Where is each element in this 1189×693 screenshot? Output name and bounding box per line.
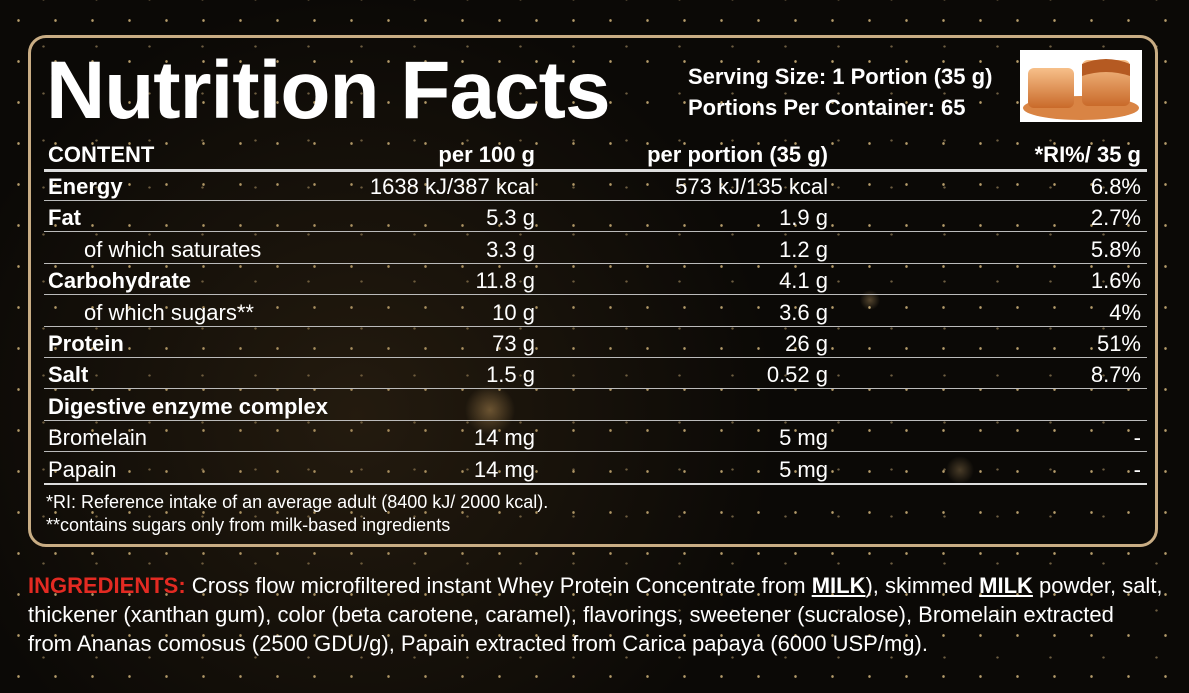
row-label: Energy [48,174,123,199]
row-rule [44,357,1147,358]
row-rule [44,262,1147,264]
cell-value: 5 mg [779,425,828,451]
column-header: per portion (35 g) [647,142,828,167]
row-rule [44,482,1147,485]
cell-value: 10 g [492,299,535,325]
cell-value: 11.8 g [475,268,535,294]
row-label: Fat [48,205,81,231]
ingredients-text: Cross flow microfiltered instant Whey Pr… [185,573,812,598]
ingredients: INGREDIENTS: Cross flow microfiltered in… [28,571,1163,658]
cell-value: 1.5 g [486,362,535,388]
cell-value: 3.6 g [779,299,828,325]
row-label: of which sugars** [84,299,254,325]
cell-value: 4.1 g [779,268,828,294]
cell-value: 1638 kJ/387 kcal [369,174,535,199]
cell-value: 5.3 g [486,205,535,231]
allergen: MILK [811,573,866,598]
row-rule [44,231,1147,233]
column-header: CONTENT [48,142,155,167]
ingredients-label: INGREDIENTS: [28,573,186,598]
footnote: **contains sugars only from milk-based i… [46,515,451,535]
cell-value: 3.3 g [486,236,535,262]
column-header: per 100 g [438,142,535,167]
cell-value: 6.8% [1090,174,1141,199]
row-rule [44,200,1147,201]
cell-value: 5 mg [779,456,828,482]
row-label: of which saturates [84,236,262,262]
header-rule [44,169,1147,172]
row-label: Papain [48,456,117,482]
row-rule [44,388,1147,390]
footnotes: *RI: Reference intake of an average adul… [46,491,548,537]
cell-value: 14 mg [473,456,535,482]
cell-value: 1.2 g [779,236,828,262]
cell-value: 2.7% [1090,205,1141,231]
row-label: Protein [48,331,124,356]
row-rule [44,294,1147,296]
row-label: Digestive enzyme complex [48,393,329,419]
facts-border [28,35,1158,547]
row-label: Carbohydrate [48,268,192,294]
column-header: *RI%/ 35 g [1034,142,1141,167]
cell-value: 26 g [785,331,828,356]
cell-value: - [1133,456,1141,482]
cell-value: 14 mg [473,425,535,451]
cell-value: 51% [1096,331,1141,356]
ingredients-text: ), skimmed [865,573,980,598]
cell-value: 1.9 g [779,205,828,231]
cell-value: 5.8% [1090,236,1141,262]
caramel-image [1020,50,1142,122]
allergen: MILK [979,573,1033,598]
row-rule [44,419,1147,421]
title: Nutrition Facts [46,45,611,136]
portions: Portions Per Container: 65 [688,95,966,120]
cell-value: 1.6% [1090,268,1141,294]
row-rule [44,325,1147,327]
footnote: *RI: Reference intake of an average adul… [46,492,549,512]
row-label: Salt [48,362,89,388]
serving-size: Serving Size: 1 Portion (35 g) [688,64,993,89]
ingredients-text: powder, salt, thickener (xanthan gum), c… [28,573,1163,656]
cell-value: 4% [1109,299,1141,325]
cell-value: 73 g [492,331,535,356]
row-rule [44,451,1147,453]
cell-value: 573 kJ/135 kcal [675,174,828,199]
cell-value: - [1133,425,1141,451]
cell-value: 8.7% [1090,362,1141,388]
cell-value: 0.52 g [766,362,828,388]
row-label: Bromelain [48,425,148,451]
